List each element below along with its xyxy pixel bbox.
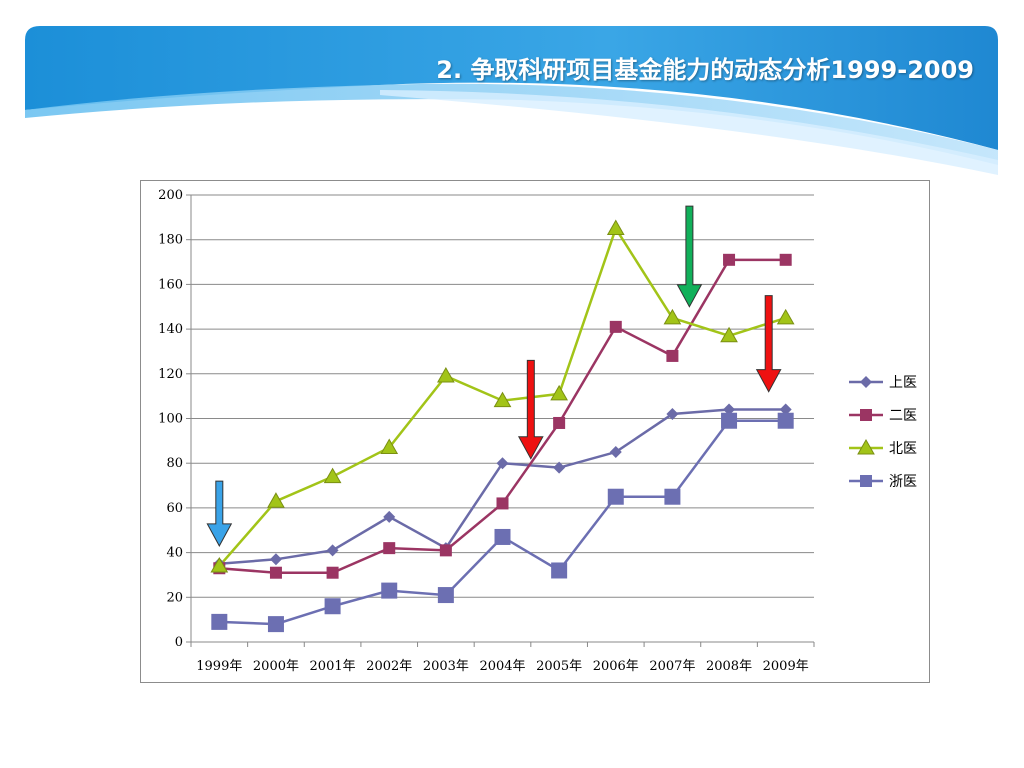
- data-point: [666, 349, 679, 362]
- legend-marker: [860, 376, 872, 388]
- data-point: [607, 488, 624, 505]
- data-point: [496, 497, 509, 510]
- y-tick-label: 140: [158, 322, 183, 337]
- data-point: [211, 613, 228, 630]
- x-tick-label: 2001年: [310, 659, 356, 674]
- data-point: [723, 253, 736, 266]
- series-line-3: [219, 419, 786, 626]
- x-tick-label: 2002年: [366, 659, 412, 674]
- data-point: [323, 467, 342, 484]
- y-tick-label: 100: [158, 412, 183, 427]
- data-point: [210, 557, 229, 573]
- legend-marker: [860, 475, 872, 487]
- data-point: [609, 446, 622, 459]
- line-chart: 0 20 40 60 80 100 120 140 160 180 200 1999年 2000年 200…: [158, 188, 917, 674]
- data-point: [779, 403, 792, 416]
- annotation-arrow-2: [676, 205, 703, 308]
- data-point: [723, 403, 736, 416]
- legend-marker: [860, 409, 872, 421]
- data-point: [606, 219, 625, 236]
- slide-title: 2. 争取科研项目基金能力的动态分析1999-2009: [436, 56, 974, 84]
- x-tick-label: 1999年: [196, 659, 242, 674]
- data-point: [324, 598, 341, 615]
- data-point: [496, 457, 509, 470]
- annotation-arrow-0: [206, 480, 233, 547]
- annotation-arrow-3: [755, 295, 782, 393]
- data-point: [326, 544, 339, 557]
- y-tick-label: 20: [166, 590, 183, 605]
- data-point: [381, 582, 398, 599]
- data-point: [267, 616, 284, 633]
- legend-label: 二医: [889, 408, 917, 424]
- y-tick-label: 40: [166, 546, 183, 561]
- x-tick-label: 2009年: [763, 659, 809, 674]
- y-tick-label: 160: [158, 277, 183, 292]
- x-tick-label: 2004年: [479, 659, 525, 674]
- x-tick-label: 2005年: [536, 659, 582, 674]
- legend-label: 上医: [889, 375, 917, 391]
- legend-label: 北医: [889, 441, 917, 457]
- data-point: [267, 492, 285, 508]
- data-point: [553, 461, 566, 474]
- data-point: [777, 412, 794, 429]
- x-tick-label: 2000年: [253, 659, 299, 674]
- data-point: [437, 367, 455, 383]
- data-point: [720, 326, 738, 343]
- legend-marker: [857, 438, 875, 455]
- data-point: [439, 544, 452, 557]
- x-tick-label: 2006年: [593, 659, 639, 674]
- series-line-1: [219, 258, 786, 574]
- y-tick-label: 200: [158, 188, 183, 203]
- data-point: [326, 566, 339, 579]
- y-tick-label: 80: [166, 456, 183, 471]
- y-tick-label: 60: [166, 501, 183, 516]
- y-tick-label: 180: [158, 233, 183, 248]
- x-tick-label: 2008年: [706, 659, 752, 674]
- data-point: [383, 542, 396, 555]
- data-point: [437, 587, 454, 604]
- data-point: [550, 384, 568, 401]
- data-point: [380, 438, 399, 455]
- data-point: [269, 553, 282, 566]
- data-point: [776, 308, 795, 325]
- data-point: [663, 308, 682, 325]
- data-point: [551, 562, 568, 579]
- legend-label: 浙医: [889, 474, 917, 490]
- annotation-arrow-1: [517, 359, 544, 460]
- data-point: [493, 391, 512, 408]
- data-point: [666, 408, 679, 421]
- data-point: [553, 416, 566, 429]
- y-tick-label: 120: [158, 367, 183, 382]
- data-point: [383, 510, 396, 523]
- x-tick-label: 2007年: [649, 659, 695, 674]
- data-point: [494, 528, 511, 545]
- x-tick-label: 2003年: [423, 659, 469, 674]
- y-tick-label: 0: [175, 635, 183, 650]
- header-banner: [25, 26, 998, 175]
- chart-frame: 0 20 40 60 80 100 120 140 160 180 200 1999年 2000年 200…: [140, 180, 930, 683]
- data-point: [779, 253, 792, 266]
- data-point: [269, 566, 282, 579]
- data-point: [609, 320, 622, 333]
- data-point: [721, 412, 738, 429]
- data-point: [664, 488, 681, 505]
